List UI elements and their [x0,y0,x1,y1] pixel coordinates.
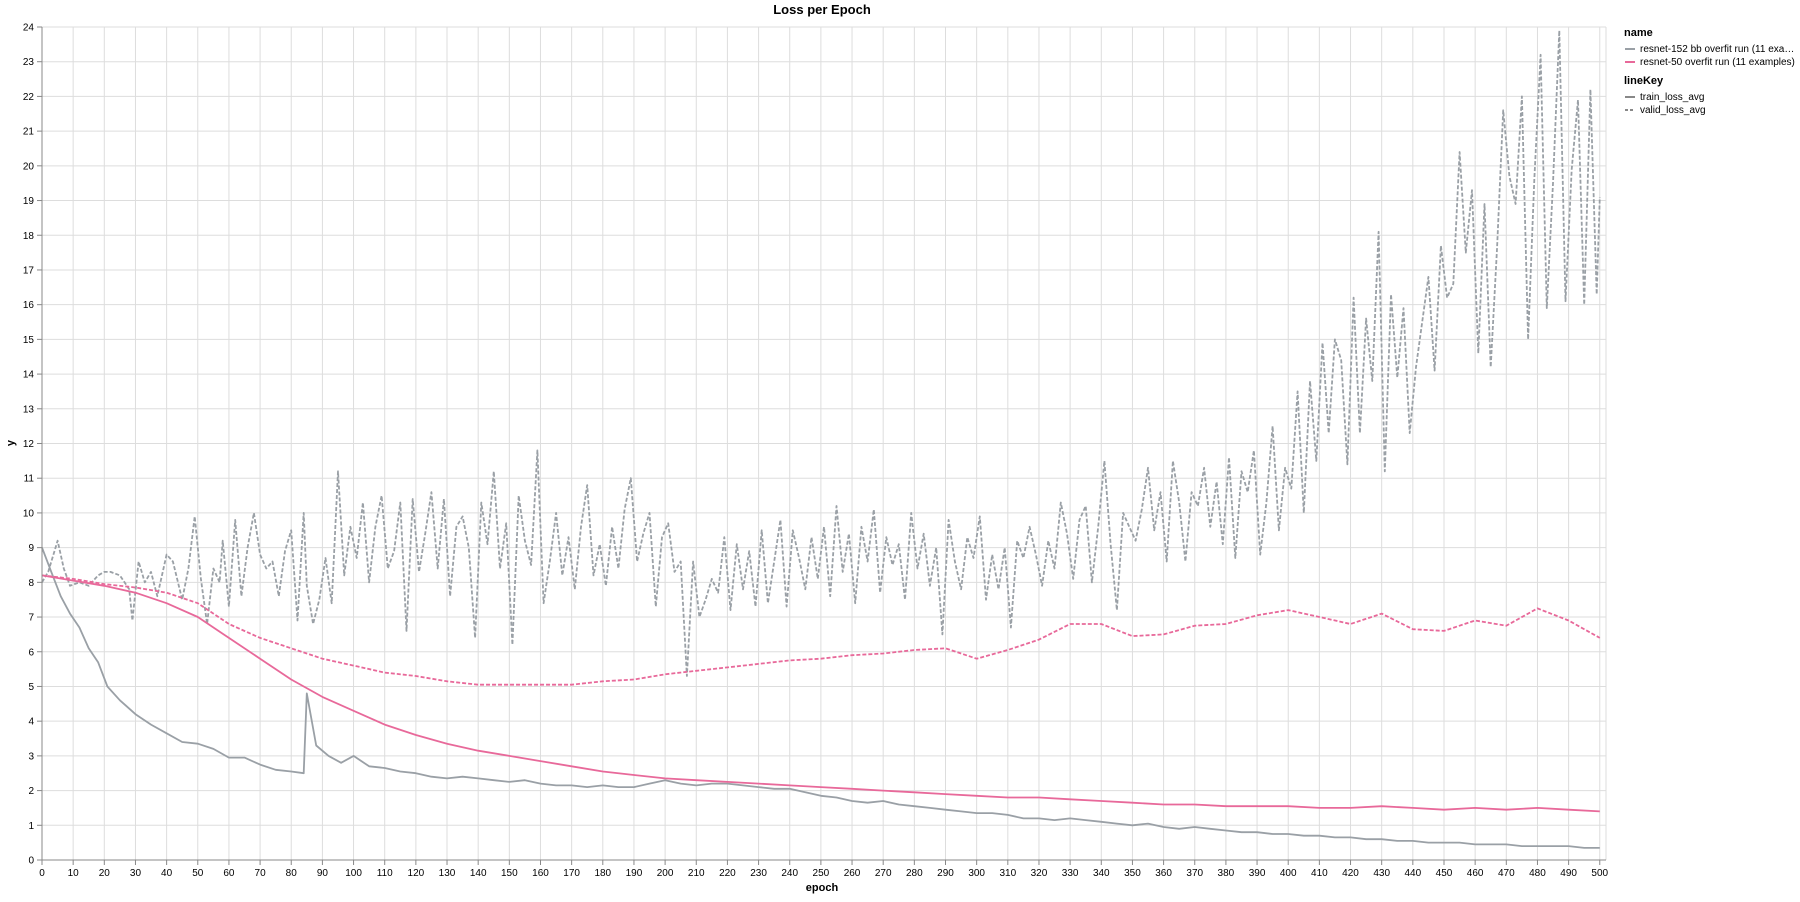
x-tick-label: 170 [563,868,580,879]
legend-label-resnet50: resnet-50 overfit run (11 examples) [1640,57,1795,68]
x-tick-label: 110 [377,868,393,879]
x-tick-label: 40 [161,868,173,879]
x-tick-label: 190 [626,868,643,879]
x-tick-label: 370 [1186,868,1203,879]
legend-title-linekey: lineKey [1624,75,1664,87]
y-tick-label: 20 [23,161,35,172]
series-line-resnet152-train [41,547,1600,849]
x-tick-label: 120 [408,868,425,879]
x-tick-label: 100 [345,868,362,879]
x-tick-label: 290 [937,868,954,879]
x-tick-label: 30 [130,868,142,879]
series-line-resnet50-valid [41,574,1601,686]
x-tick-label: 400 [1280,868,1297,879]
y-tick-label: 16 [23,300,35,311]
y-tick-label: 12 [23,439,35,450]
y-tick-label: 8 [28,578,34,589]
y-tick-label: 24 [23,23,35,34]
x-tick-label: 300 [968,868,985,879]
x-tick-label: 80 [286,868,298,879]
series-line-resnet50-train [41,574,1600,813]
x-tick-label: 90 [317,868,329,879]
x-tick-label: 390 [1249,868,1266,879]
x-tick-label: 60 [223,868,235,879]
x-tick-label: 440 [1404,868,1421,879]
x-tick-label: 230 [750,868,767,879]
y-tick-label: 23 [23,57,35,68]
y-tick-label: 17 [23,265,35,276]
y-tick-label: 6 [28,647,34,658]
x-tick-label: 340 [1093,868,1110,879]
x-tick-label: 220 [719,868,736,879]
legend-label-train: train_loss_avg [1640,92,1704,103]
y-tick-label: 13 [23,404,35,415]
x-tick-label: 480 [1529,868,1546,879]
x-tick-label: 280 [906,868,923,879]
x-tick-label: 200 [657,868,674,879]
x-tick-label: 70 [255,868,267,879]
y-tick-label: 4 [28,717,34,728]
x-tick-label: 240 [781,868,798,879]
y-tick-label: 10 [23,508,35,519]
x-tick-label: 0 [39,868,45,879]
x-tick-label: 380 [1218,868,1235,879]
y-tick-label: 19 [23,196,35,207]
x-tick-label: 210 [688,868,705,879]
x-tick-label: 180 [594,868,611,879]
y-tick-label: 1 [28,821,34,832]
axes: 0 10 20 30 40 50 60 70 80 90 100 110 120 130 140 150 160… [23,23,1609,880]
y-tick-label: 14 [23,370,35,381]
x-tick-label: 160 [532,868,549,879]
series-line-resnet152-valid [41,29,1601,677]
y-tick-label: 2 [28,786,34,797]
legend: name resnet-152 bb overfit run (11 exa… … [1624,27,1795,116]
x-tick-label: 350 [1124,868,1141,879]
x-tick-label: 460 [1467,868,1484,879]
x-tick-label: 430 [1373,868,1390,879]
x-tick-label: 130 [439,868,456,879]
x-tick-label: 10 [68,868,80,879]
x-tick-label: 310 [999,868,1016,879]
grid [41,26,1607,861]
chart-title: Loss per Epoch [773,2,871,17]
legend-title-name: name [1624,27,1653,39]
y-tick-label: 5 [28,682,34,693]
legend-label-valid: valid_loss_avg [1640,105,1706,116]
x-tick-label: 420 [1342,868,1359,879]
y-axis-label: y [5,439,17,446]
x-tick-label: 330 [1062,868,1079,879]
x-tick-label: 250 [813,868,830,879]
x-tick-label: 360 [1155,868,1172,879]
x-tick-label: 410 [1311,868,1328,879]
x-tick-label: 260 [844,868,861,879]
series-lines [41,29,1601,849]
x-tick-label: 500 [1591,868,1608,879]
x-tick-label: 490 [1560,868,1577,879]
y-tick-label: 11 [24,474,35,485]
x-tick-label: 320 [1031,868,1048,879]
x-axis-label: epoch [806,882,839,894]
y-tick-label: 21 [23,127,35,138]
y-tick-label: 15 [23,335,35,346]
x-tick-label: 450 [1436,868,1453,879]
y-tick-label: 18 [23,231,35,242]
y-tick-label: 7 [28,613,34,624]
y-tick-label: 3 [28,751,34,762]
x-tick-label: 150 [501,868,518,879]
x-tick-label: 270 [875,868,892,879]
legend-label-resnet152: resnet-152 bb overfit run (11 exa… [1640,44,1794,55]
x-tick-label: 50 [192,868,204,879]
x-tick-label: 20 [99,868,111,879]
y-tick-label: 0 [28,856,34,867]
x-tick-label: 140 [470,868,487,879]
y-tick-label: 9 [28,543,34,554]
x-tick-label: 470 [1498,868,1515,879]
y-tick-label: 22 [23,92,35,103]
